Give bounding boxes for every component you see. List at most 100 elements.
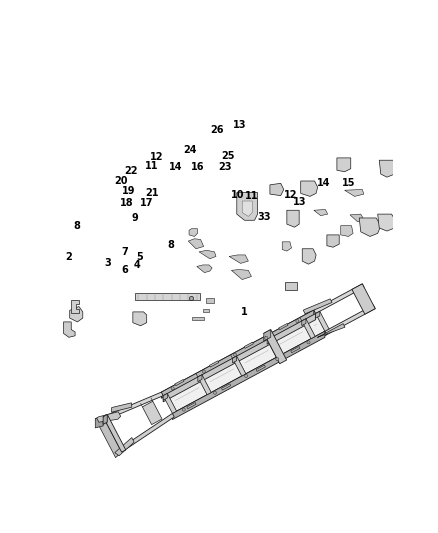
Polygon shape [316,311,329,331]
Polygon shape [306,313,325,336]
Polygon shape [244,342,253,349]
Text: 2: 2 [65,252,72,262]
Polygon shape [173,331,325,419]
Text: 21: 21 [145,188,159,198]
Polygon shape [318,324,345,337]
Polygon shape [264,329,286,364]
Polygon shape [233,356,237,363]
Polygon shape [291,346,300,353]
Polygon shape [314,284,364,313]
Text: 25: 25 [221,151,235,161]
Text: 33: 33 [258,212,271,222]
Polygon shape [314,209,328,216]
Text: 4: 4 [134,260,140,270]
Text: 9: 9 [132,213,138,223]
Polygon shape [64,322,75,337]
Polygon shape [341,225,353,237]
Text: 19: 19 [122,186,135,196]
Polygon shape [209,361,219,367]
Polygon shape [135,293,200,301]
Text: 15: 15 [342,178,355,188]
Text: 8: 8 [73,221,80,231]
Polygon shape [142,401,162,425]
Polygon shape [71,301,79,313]
Polygon shape [237,340,276,374]
Polygon shape [163,313,316,402]
Polygon shape [237,192,258,220]
Circle shape [276,358,279,361]
Text: 22: 22 [124,166,138,176]
Text: 20: 20 [114,176,127,186]
Polygon shape [111,403,132,412]
Polygon shape [264,329,271,341]
Polygon shape [222,384,231,390]
Polygon shape [285,282,297,289]
Polygon shape [267,337,271,344]
Polygon shape [189,229,198,237]
Text: 26: 26 [210,125,224,135]
Text: 1: 1 [241,307,248,317]
Polygon shape [95,417,103,428]
Text: 12: 12 [284,190,297,200]
Polygon shape [192,317,205,320]
Polygon shape [350,214,364,222]
Text: 13: 13 [233,120,247,130]
Polygon shape [197,265,212,273]
Polygon shape [120,414,174,452]
Polygon shape [187,402,196,409]
Text: 8: 8 [167,239,174,249]
Text: 10: 10 [231,190,245,200]
Text: 17: 17 [139,198,153,208]
Polygon shape [359,218,381,237]
Polygon shape [70,306,83,322]
Polygon shape [133,312,147,326]
Polygon shape [163,393,177,414]
Polygon shape [302,319,315,338]
Polygon shape [303,299,332,314]
Polygon shape [199,251,216,259]
Circle shape [307,341,310,344]
Polygon shape [103,415,126,452]
Polygon shape [198,375,211,395]
Polygon shape [161,310,314,398]
Polygon shape [337,158,351,172]
Polygon shape [379,160,398,177]
Polygon shape [267,337,280,357]
Circle shape [213,391,216,394]
Polygon shape [242,201,252,216]
Polygon shape [231,270,251,280]
Circle shape [171,387,174,390]
Polygon shape [229,255,248,263]
Polygon shape [206,298,214,303]
Polygon shape [302,249,316,264]
Polygon shape [188,239,204,249]
Circle shape [296,320,299,322]
Polygon shape [161,310,316,395]
Text: 14: 14 [169,163,182,172]
Text: 6: 6 [122,265,128,275]
Circle shape [233,353,237,356]
Polygon shape [287,210,299,227]
Polygon shape [115,438,134,456]
Polygon shape [316,311,320,318]
Polygon shape [202,358,242,392]
Circle shape [202,370,205,373]
Polygon shape [103,415,107,424]
Circle shape [182,408,185,411]
Text: 7: 7 [122,247,128,256]
Polygon shape [282,242,291,251]
Polygon shape [279,324,288,330]
Polygon shape [167,377,207,411]
Text: 18: 18 [120,198,134,208]
Polygon shape [345,189,364,196]
Polygon shape [378,214,396,231]
Circle shape [244,374,247,377]
Text: 12: 12 [150,152,164,162]
Text: 11: 11 [145,161,159,171]
Polygon shape [175,379,184,386]
Text: 5: 5 [136,252,143,262]
Text: 13: 13 [293,197,306,207]
Text: 16: 16 [191,163,204,172]
Polygon shape [270,183,284,196]
Polygon shape [103,392,163,420]
